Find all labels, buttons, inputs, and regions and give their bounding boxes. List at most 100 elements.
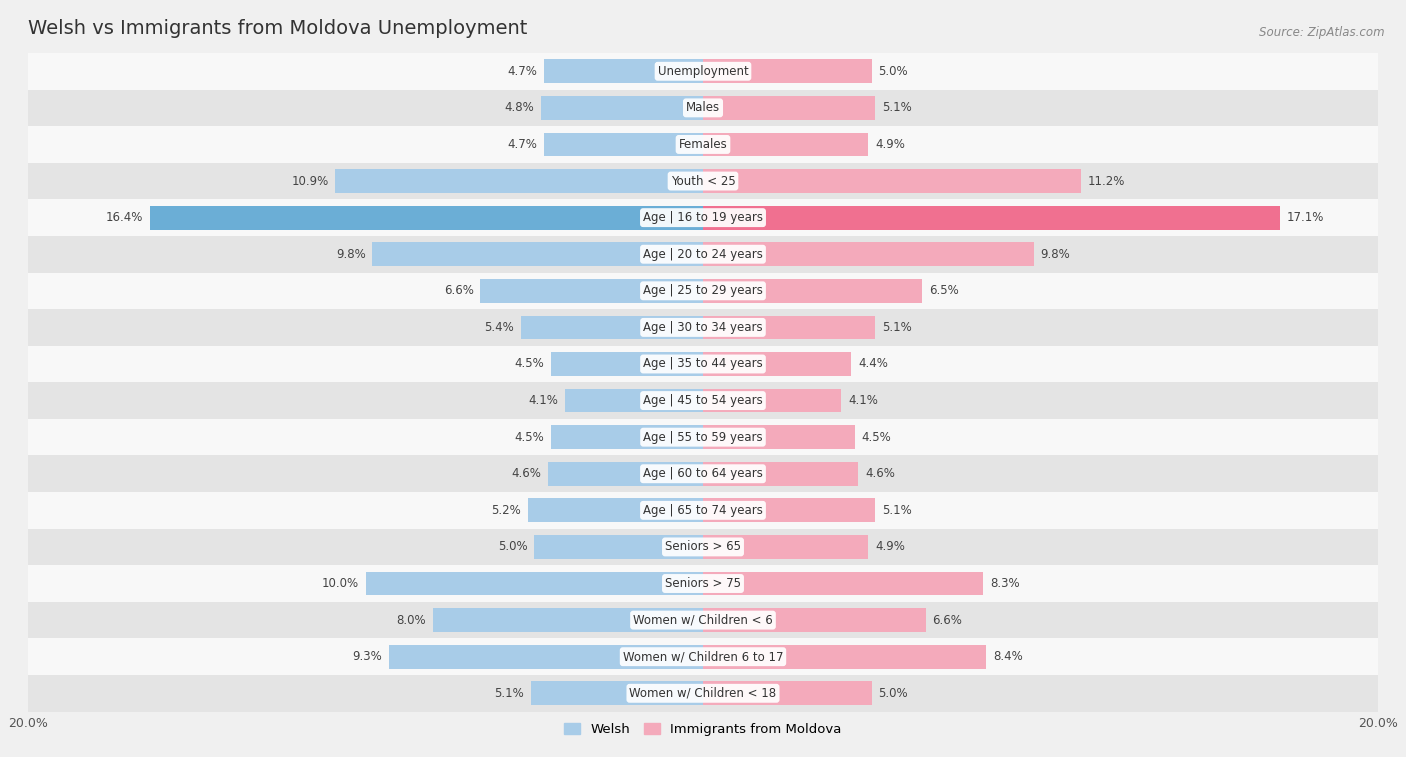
Text: Age | 16 to 19 years: Age | 16 to 19 years bbox=[643, 211, 763, 224]
Text: Women w/ Children 6 to 17: Women w/ Children 6 to 17 bbox=[623, 650, 783, 663]
Bar bbox=[703, 169, 1081, 193]
Bar bbox=[703, 681, 872, 706]
Bar bbox=[544, 59, 703, 83]
Bar bbox=[703, 572, 983, 596]
Bar bbox=[373, 242, 703, 266]
Text: Source: ZipAtlas.com: Source: ZipAtlas.com bbox=[1260, 26, 1385, 39]
Bar bbox=[703, 59, 872, 83]
Bar bbox=[548, 462, 703, 486]
Text: 4.6%: 4.6% bbox=[512, 467, 541, 480]
Bar bbox=[28, 602, 1378, 638]
Text: Age | 35 to 44 years: Age | 35 to 44 years bbox=[643, 357, 763, 370]
Text: 4.6%: 4.6% bbox=[865, 467, 894, 480]
Text: 6.6%: 6.6% bbox=[444, 285, 474, 298]
Text: Age | 65 to 74 years: Age | 65 to 74 years bbox=[643, 504, 763, 517]
Bar bbox=[28, 456, 1378, 492]
Bar bbox=[703, 279, 922, 303]
Text: Age | 30 to 34 years: Age | 30 to 34 years bbox=[643, 321, 763, 334]
Text: 4.7%: 4.7% bbox=[508, 65, 537, 78]
Text: 6.5%: 6.5% bbox=[929, 285, 959, 298]
Text: Youth < 25: Youth < 25 bbox=[671, 175, 735, 188]
Bar bbox=[28, 53, 1378, 89]
Text: 9.8%: 9.8% bbox=[1040, 248, 1070, 260]
Text: 4.1%: 4.1% bbox=[848, 394, 877, 407]
Bar bbox=[703, 316, 875, 339]
Bar bbox=[703, 462, 858, 486]
Bar bbox=[703, 352, 852, 376]
Bar bbox=[531, 681, 703, 706]
Text: 16.4%: 16.4% bbox=[105, 211, 143, 224]
Bar bbox=[28, 565, 1378, 602]
Text: 5.1%: 5.1% bbox=[882, 504, 911, 517]
Text: 5.4%: 5.4% bbox=[484, 321, 515, 334]
Text: 4.9%: 4.9% bbox=[875, 138, 905, 151]
Bar bbox=[703, 425, 855, 449]
Bar bbox=[703, 645, 987, 668]
Bar bbox=[520, 316, 703, 339]
Text: 10.9%: 10.9% bbox=[291, 175, 329, 188]
Text: Seniors > 65: Seniors > 65 bbox=[665, 540, 741, 553]
Text: 5.1%: 5.1% bbox=[495, 687, 524, 699]
Text: 4.7%: 4.7% bbox=[508, 138, 537, 151]
Bar bbox=[28, 419, 1378, 456]
Text: 11.2%: 11.2% bbox=[1088, 175, 1125, 188]
Bar bbox=[389, 645, 703, 668]
Text: 8.3%: 8.3% bbox=[990, 577, 1019, 590]
Text: 6.6%: 6.6% bbox=[932, 614, 962, 627]
Text: 10.0%: 10.0% bbox=[322, 577, 359, 590]
Text: 9.3%: 9.3% bbox=[353, 650, 382, 663]
Bar bbox=[28, 126, 1378, 163]
Bar bbox=[534, 535, 703, 559]
Text: 5.1%: 5.1% bbox=[882, 321, 911, 334]
Bar bbox=[703, 206, 1279, 229]
Bar bbox=[703, 96, 875, 120]
Text: 5.1%: 5.1% bbox=[882, 101, 911, 114]
Text: Age | 20 to 24 years: Age | 20 to 24 years bbox=[643, 248, 763, 260]
Bar bbox=[28, 236, 1378, 273]
Text: 4.4%: 4.4% bbox=[858, 357, 889, 370]
Bar bbox=[551, 352, 703, 376]
Bar bbox=[703, 388, 841, 413]
Text: Age | 25 to 29 years: Age | 25 to 29 years bbox=[643, 285, 763, 298]
Text: Age | 55 to 59 years: Age | 55 to 59 years bbox=[643, 431, 763, 444]
Bar bbox=[149, 206, 703, 229]
Bar bbox=[28, 309, 1378, 346]
Text: Females: Females bbox=[679, 138, 727, 151]
Text: Welsh vs Immigrants from Moldova Unemployment: Welsh vs Immigrants from Moldova Unemplo… bbox=[28, 18, 527, 38]
Bar bbox=[335, 169, 703, 193]
Bar bbox=[703, 132, 869, 157]
Bar bbox=[565, 388, 703, 413]
Text: Unemployment: Unemployment bbox=[658, 65, 748, 78]
Text: 4.5%: 4.5% bbox=[862, 431, 891, 444]
Text: 9.8%: 9.8% bbox=[336, 248, 366, 260]
Text: 4.1%: 4.1% bbox=[529, 394, 558, 407]
Bar bbox=[433, 608, 703, 632]
Text: 5.0%: 5.0% bbox=[879, 65, 908, 78]
Bar bbox=[703, 498, 875, 522]
Bar bbox=[481, 279, 703, 303]
Bar bbox=[28, 382, 1378, 419]
Text: Age | 45 to 54 years: Age | 45 to 54 years bbox=[643, 394, 763, 407]
Bar bbox=[366, 572, 703, 596]
Bar bbox=[703, 608, 925, 632]
Bar bbox=[28, 273, 1378, 309]
Text: Males: Males bbox=[686, 101, 720, 114]
Bar bbox=[28, 528, 1378, 565]
Text: Women w/ Children < 18: Women w/ Children < 18 bbox=[630, 687, 776, 699]
Text: 5.0%: 5.0% bbox=[879, 687, 908, 699]
Bar bbox=[703, 535, 869, 559]
Text: 5.2%: 5.2% bbox=[491, 504, 520, 517]
Text: Seniors > 75: Seniors > 75 bbox=[665, 577, 741, 590]
Bar bbox=[28, 199, 1378, 236]
Legend: Welsh, Immigrants from Moldova: Welsh, Immigrants from Moldova bbox=[560, 717, 846, 741]
Bar bbox=[28, 89, 1378, 126]
Text: 4.8%: 4.8% bbox=[505, 101, 534, 114]
Text: Women w/ Children < 6: Women w/ Children < 6 bbox=[633, 614, 773, 627]
Text: Age | 60 to 64 years: Age | 60 to 64 years bbox=[643, 467, 763, 480]
Bar bbox=[551, 425, 703, 449]
Bar bbox=[703, 242, 1033, 266]
Text: 5.0%: 5.0% bbox=[498, 540, 527, 553]
Text: 4.5%: 4.5% bbox=[515, 357, 544, 370]
Bar bbox=[28, 638, 1378, 675]
Text: 4.9%: 4.9% bbox=[875, 540, 905, 553]
